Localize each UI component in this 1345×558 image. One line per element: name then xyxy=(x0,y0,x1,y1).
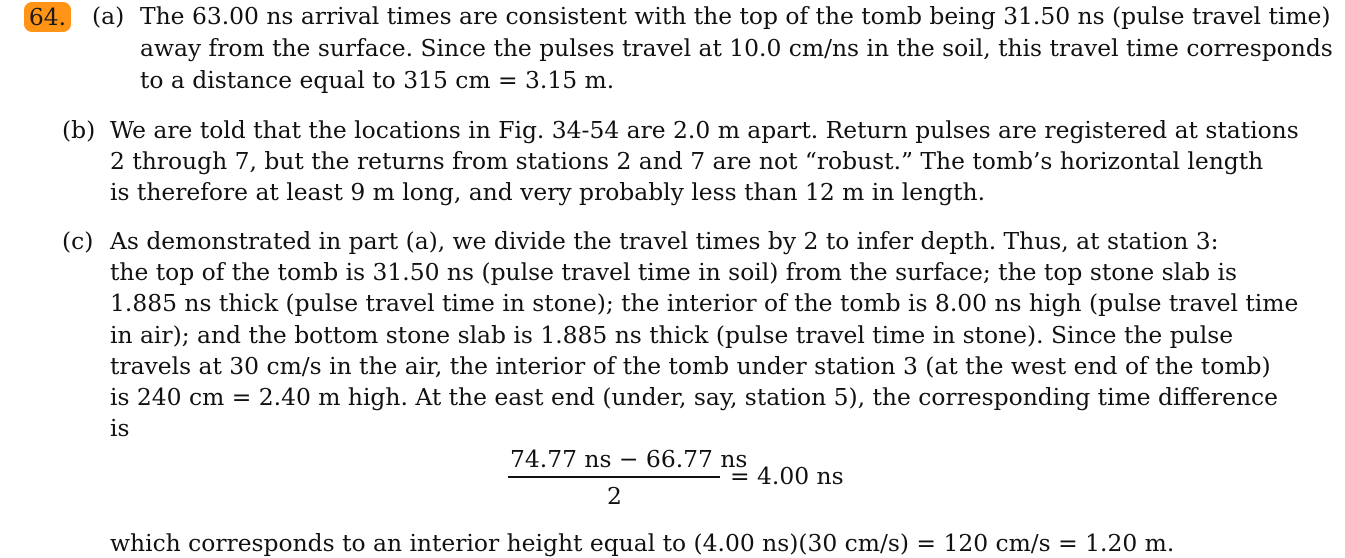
part-c-line-7: is xyxy=(110,414,130,442)
part-b-label: (b) xyxy=(62,116,96,144)
part-b-line-1: We are told that the locations in Fig. 3… xyxy=(110,116,1299,144)
part-a-line-3: to a distance equal to 315 cm = 3.15 m. xyxy=(140,66,615,94)
equation-result: = 4.00 ns xyxy=(730,462,844,490)
part-b-line-3: is therefore at least 9 m long, and very… xyxy=(110,178,986,206)
part-c-line-3: 1.885 ns thick (pulse travel time in sto… xyxy=(110,289,1299,317)
part-c-line-1: As demonstrated in part (a), we divide t… xyxy=(110,227,1219,255)
part-b-line-2: 2 through 7, but the returns from statio… xyxy=(110,147,1264,175)
part-c-line-6: is 240 cm = 2.40 m high. At the east end… xyxy=(110,383,1278,411)
fraction-bar xyxy=(508,476,720,478)
part-a-label: (a) xyxy=(92,2,125,30)
part-a-line-1: The 63.00 ns arrival times are consisten… xyxy=(140,2,1331,30)
part-c-conclusion: which corresponds to an interior height … xyxy=(110,529,1175,557)
part-c-line-4: in air); and the bottom stone slab is 1.… xyxy=(110,321,1234,349)
problem-number-badge: 64. xyxy=(24,2,71,32)
part-a-line-2: away from the surface. Since the pulses … xyxy=(140,34,1333,62)
equation-denominator: 2 xyxy=(607,482,622,510)
equation-numerator: 74.77 ns − 66.77 ns xyxy=(510,445,748,473)
part-c-line-5: travels at 30 cm/s in the air, the inter… xyxy=(110,352,1271,380)
part-c-label: (c) xyxy=(62,227,94,255)
part-c-line-2: the top of the tomb is 31.50 ns (pulse t… xyxy=(110,258,1237,286)
